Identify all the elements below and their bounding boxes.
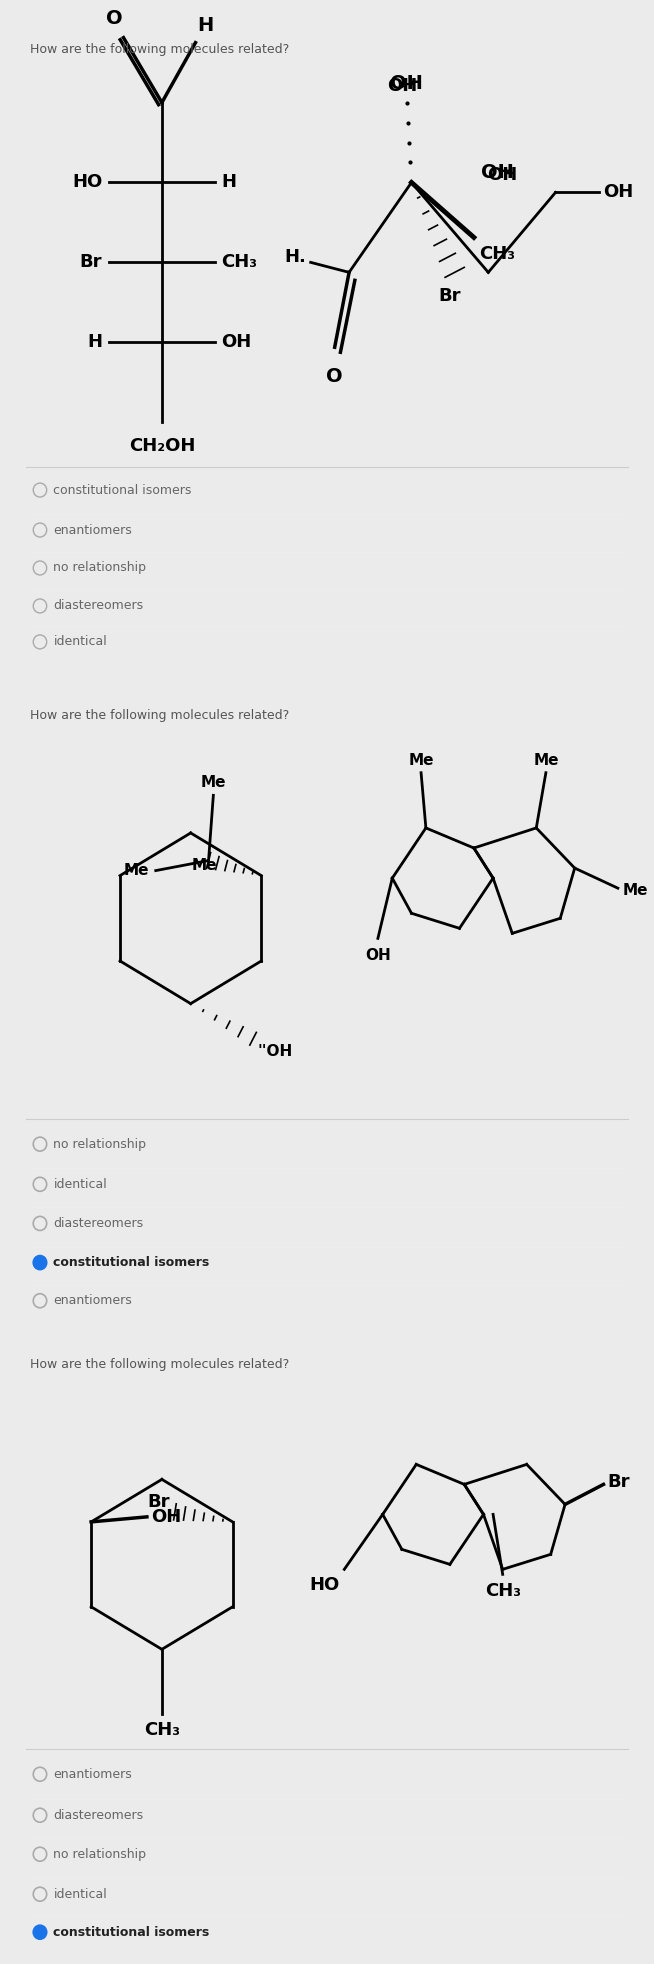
Text: constitutional isomers: constitutional isomers [54,483,192,497]
Text: constitutional isomers: constitutional isomers [54,1257,210,1269]
Text: CH₃: CH₃ [144,1720,180,1740]
Text: Br: Br [439,287,461,304]
Text: CH₃: CH₃ [222,253,258,271]
Text: OH: OH [481,163,514,183]
Text: enantiomers: enantiomers [54,1768,132,1781]
Text: diastereomers: diastereomers [54,599,143,613]
Text: How are the following molecules related?: How are the following molecules related? [30,1359,290,1371]
Text: enantiomers: enantiomers [54,1294,132,1308]
Text: Br: Br [80,253,103,271]
Text: OH: OH [222,334,252,352]
Text: O: O [326,367,343,387]
Text: no relationship: no relationship [54,562,146,575]
Text: How are the following molecules related?: How are the following molecules related? [30,709,290,723]
Text: Me: Me [533,752,559,768]
Text: no relationship: no relationship [54,1137,146,1151]
Text: identical: identical [54,636,107,648]
Text: OH: OH [387,77,417,94]
Text: no relationship: no relationship [54,1848,146,1860]
Text: constitutional isomers: constitutional isomers [54,1925,210,1938]
Text: enantiomers: enantiomers [54,524,132,536]
Text: H: H [197,16,213,35]
Text: OH: OH [487,167,518,185]
Text: ''OH: ''OH [258,1043,293,1059]
Text: HO: HO [309,1577,339,1595]
Text: H.: H. [284,247,306,267]
Text: HO: HO [72,173,103,191]
Circle shape [33,1255,46,1269]
Text: OH: OH [390,73,423,92]
Text: O: O [105,8,122,27]
Text: diastereomers: diastereomers [54,1809,143,1823]
Text: identical: identical [54,1178,107,1190]
Text: Br: Br [148,1493,170,1510]
Text: Me: Me [623,882,648,898]
Text: How are the following molecules related?: How are the following molecules related? [30,43,290,55]
Text: Br: Br [608,1473,630,1491]
Text: H: H [222,173,236,191]
Text: Me: Me [201,776,226,790]
Text: Me: Me [408,752,434,768]
Text: OH: OH [365,949,390,964]
Text: CH₃: CH₃ [485,1583,521,1601]
Text: diastereomers: diastereomers [54,1218,143,1229]
Text: OH: OH [604,183,634,202]
Text: CH₃: CH₃ [479,246,515,263]
Text: H: H [88,334,103,352]
Text: Me: Me [124,862,149,878]
Circle shape [33,1925,46,1938]
Text: Me: Me [192,858,218,874]
Text: CH₂OH: CH₂OH [129,438,195,456]
Text: identical: identical [54,1887,107,1901]
Text: OH: OH [150,1508,181,1526]
